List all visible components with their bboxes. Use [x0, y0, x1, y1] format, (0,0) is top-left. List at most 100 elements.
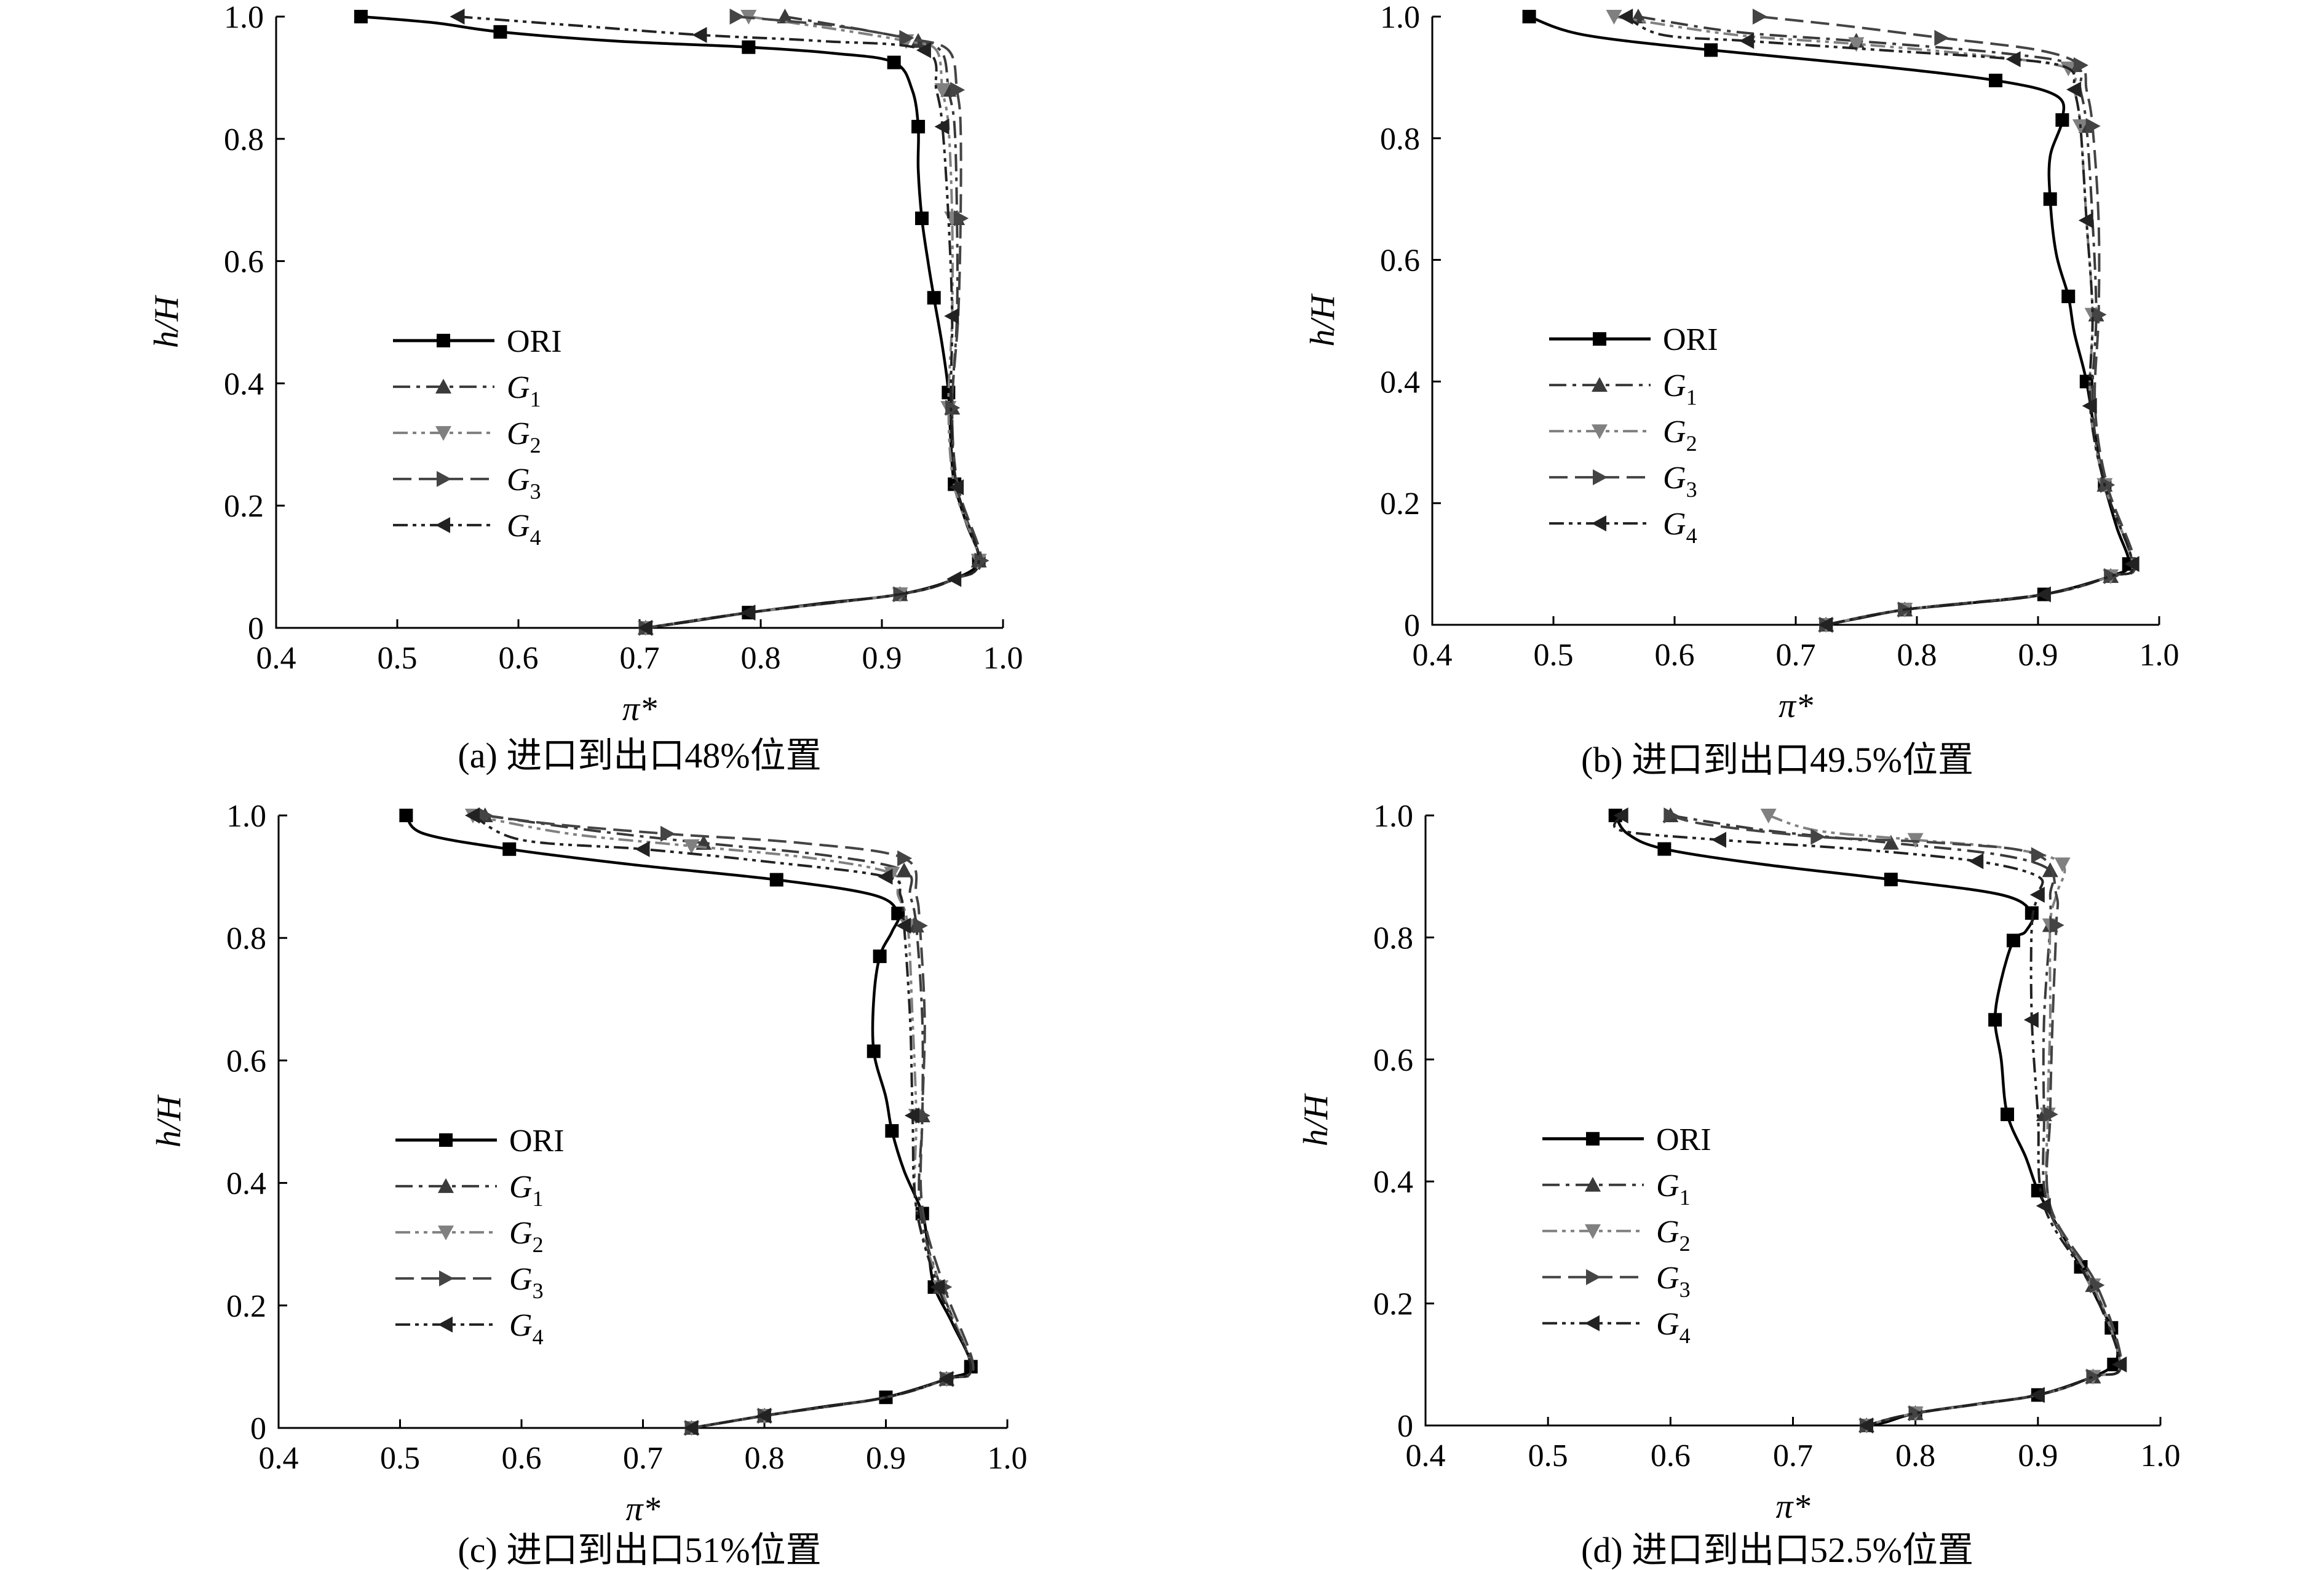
legend-marker-G3 [1586, 1269, 1601, 1285]
series-G2 [1760, 809, 2122, 1433]
x-tick-label: 0.6 [502, 1441, 542, 1476]
data-point [1664, 807, 1679, 823]
x-tick-label: 0.6 [1655, 638, 1695, 673]
series-ORI [1522, 10, 2136, 632]
y-tick-label: 0.2 [1380, 486, 1420, 521]
y-tick-label: 0.2 [1373, 1287, 1413, 1322]
data-point [974, 552, 989, 569]
legend-label-G2: G2 [1656, 1215, 1691, 1256]
legend-marker-G2 [435, 426, 451, 441]
data-point [1989, 73, 2003, 87]
legend-marker-G3 [437, 470, 451, 487]
data-point [769, 873, 783, 887]
panel-caption: (b) 进口到出口49.5%位置 [1581, 740, 1973, 780]
data-point [1606, 10, 1622, 25]
series-line-G4 [1613, 815, 2122, 1427]
legend-marker-G4 [1585, 1315, 1600, 1331]
y-tick-label: 0.4 [226, 1167, 266, 1202]
x-tick-label: 0.9 [862, 641, 902, 676]
y-tick-label: 0.4 [1373, 1165, 1413, 1200]
data-point [2031, 1184, 2045, 1198]
data-point [2092, 306, 2107, 323]
data-point [2078, 212, 2093, 229]
x-tick-label: 0.5 [1528, 1438, 1568, 1473]
series-line-G4 [1625, 15, 2134, 626]
y-axis-label: h/H [148, 295, 186, 348]
y-tick-label: 0.2 [226, 1289, 266, 1324]
data-point [897, 850, 913, 866]
legend-marker-G4 [435, 517, 450, 533]
x-axis-label: π* [1775, 1488, 1810, 1526]
x-axis-label: π* [1779, 687, 1813, 725]
x-tick-label: 0.5 [1534, 638, 1574, 673]
data-point [911, 119, 926, 133]
x-tick-label: 0.9 [866, 1441, 906, 1476]
y-tick-label: 0 [1404, 608, 1420, 643]
y-tick-label: 0 [1397, 1409, 1413, 1444]
data-point [2043, 1106, 2058, 1123]
legend-marker-G1 [438, 1178, 454, 1193]
data-point [2055, 113, 2069, 127]
data-point [945, 400, 961, 416]
x-tick-label: 0.8 [1895, 1438, 1935, 1473]
y-tick-label: 0.8 [1380, 122, 1420, 157]
data-point [1908, 1405, 1924, 1422]
x-tick-label: 1.0 [2140, 638, 2179, 673]
x-tick-label: 1.0 [988, 1441, 1028, 1476]
series-G1 [1662, 807, 2122, 1432]
data-point [1613, 807, 1628, 823]
data-point [1848, 37, 1865, 52]
series-G2 [637, 10, 987, 636]
legend-marker-G1 [1592, 377, 1608, 392]
data-point [885, 1124, 899, 1138]
data-point [1818, 617, 1833, 633]
legend-marker-ORI [1593, 332, 1606, 346]
x-tick-label: 0.7 [623, 1441, 663, 1476]
data-point [1739, 33, 1755, 49]
legend-marker-G2 [438, 1225, 454, 1240]
data-point [944, 308, 959, 325]
data-point [946, 571, 962, 587]
y-tick-label: 0.8 [226, 921, 266, 956]
data-point [949, 479, 964, 496]
panel-caption: (a) 进口到出口48%位置 [458, 735, 821, 775]
data-point [1934, 30, 1949, 46]
data-point [927, 291, 941, 305]
legend-label-G1: G1 [509, 1170, 544, 1211]
data-point [502, 842, 517, 856]
data-point [950, 82, 966, 98]
series-line-G1 [1670, 814, 2122, 1427]
data-point [692, 26, 707, 43]
data-point [1522, 10, 1536, 23]
x-tick-label: 0.4 [259, 1441, 299, 1476]
data-point [1884, 873, 1898, 887]
chart-panel-2: 0.4 0.5 0.6 0.7 0.8 0.9 1.0 0 0.2 0.4 0.6 0.8 1.0 π* h… [1304, 0, 2179, 780]
data-point [2061, 289, 2076, 303]
data-point [635, 841, 650, 857]
y-tick-label: 0.4 [224, 367, 264, 402]
data-point [354, 10, 368, 23]
legend-marker-G1 [1585, 1176, 1601, 1192]
legend-marker-ORI [437, 333, 450, 347]
data-point [1760, 809, 1777, 823]
y-tick-label: 1.0 [1373, 799, 1413, 834]
data-point [2049, 917, 2064, 934]
data-point [2029, 886, 2045, 903]
x-tick-label: 0.6 [499, 641, 539, 676]
series-line-ORI [1528, 15, 2131, 627]
data-point [1969, 853, 1984, 870]
data-point [2031, 847, 2046, 863]
data-point [2005, 51, 2021, 68]
data-point [1657, 842, 1672, 856]
x-tick-label: 0.8 [741, 641, 781, 676]
y-axis-label: h/H [1304, 293, 1342, 347]
series-G1 [477, 807, 972, 1435]
data-point [915, 212, 929, 226]
x-tick-label: 0.4 [1406, 1438, 1446, 1473]
legend-label-G4: G4 [1663, 507, 1697, 548]
series-G1 [1630, 9, 2134, 632]
y-tick-label: 1.0 [224, 0, 264, 35]
data-point [1752, 9, 1767, 25]
